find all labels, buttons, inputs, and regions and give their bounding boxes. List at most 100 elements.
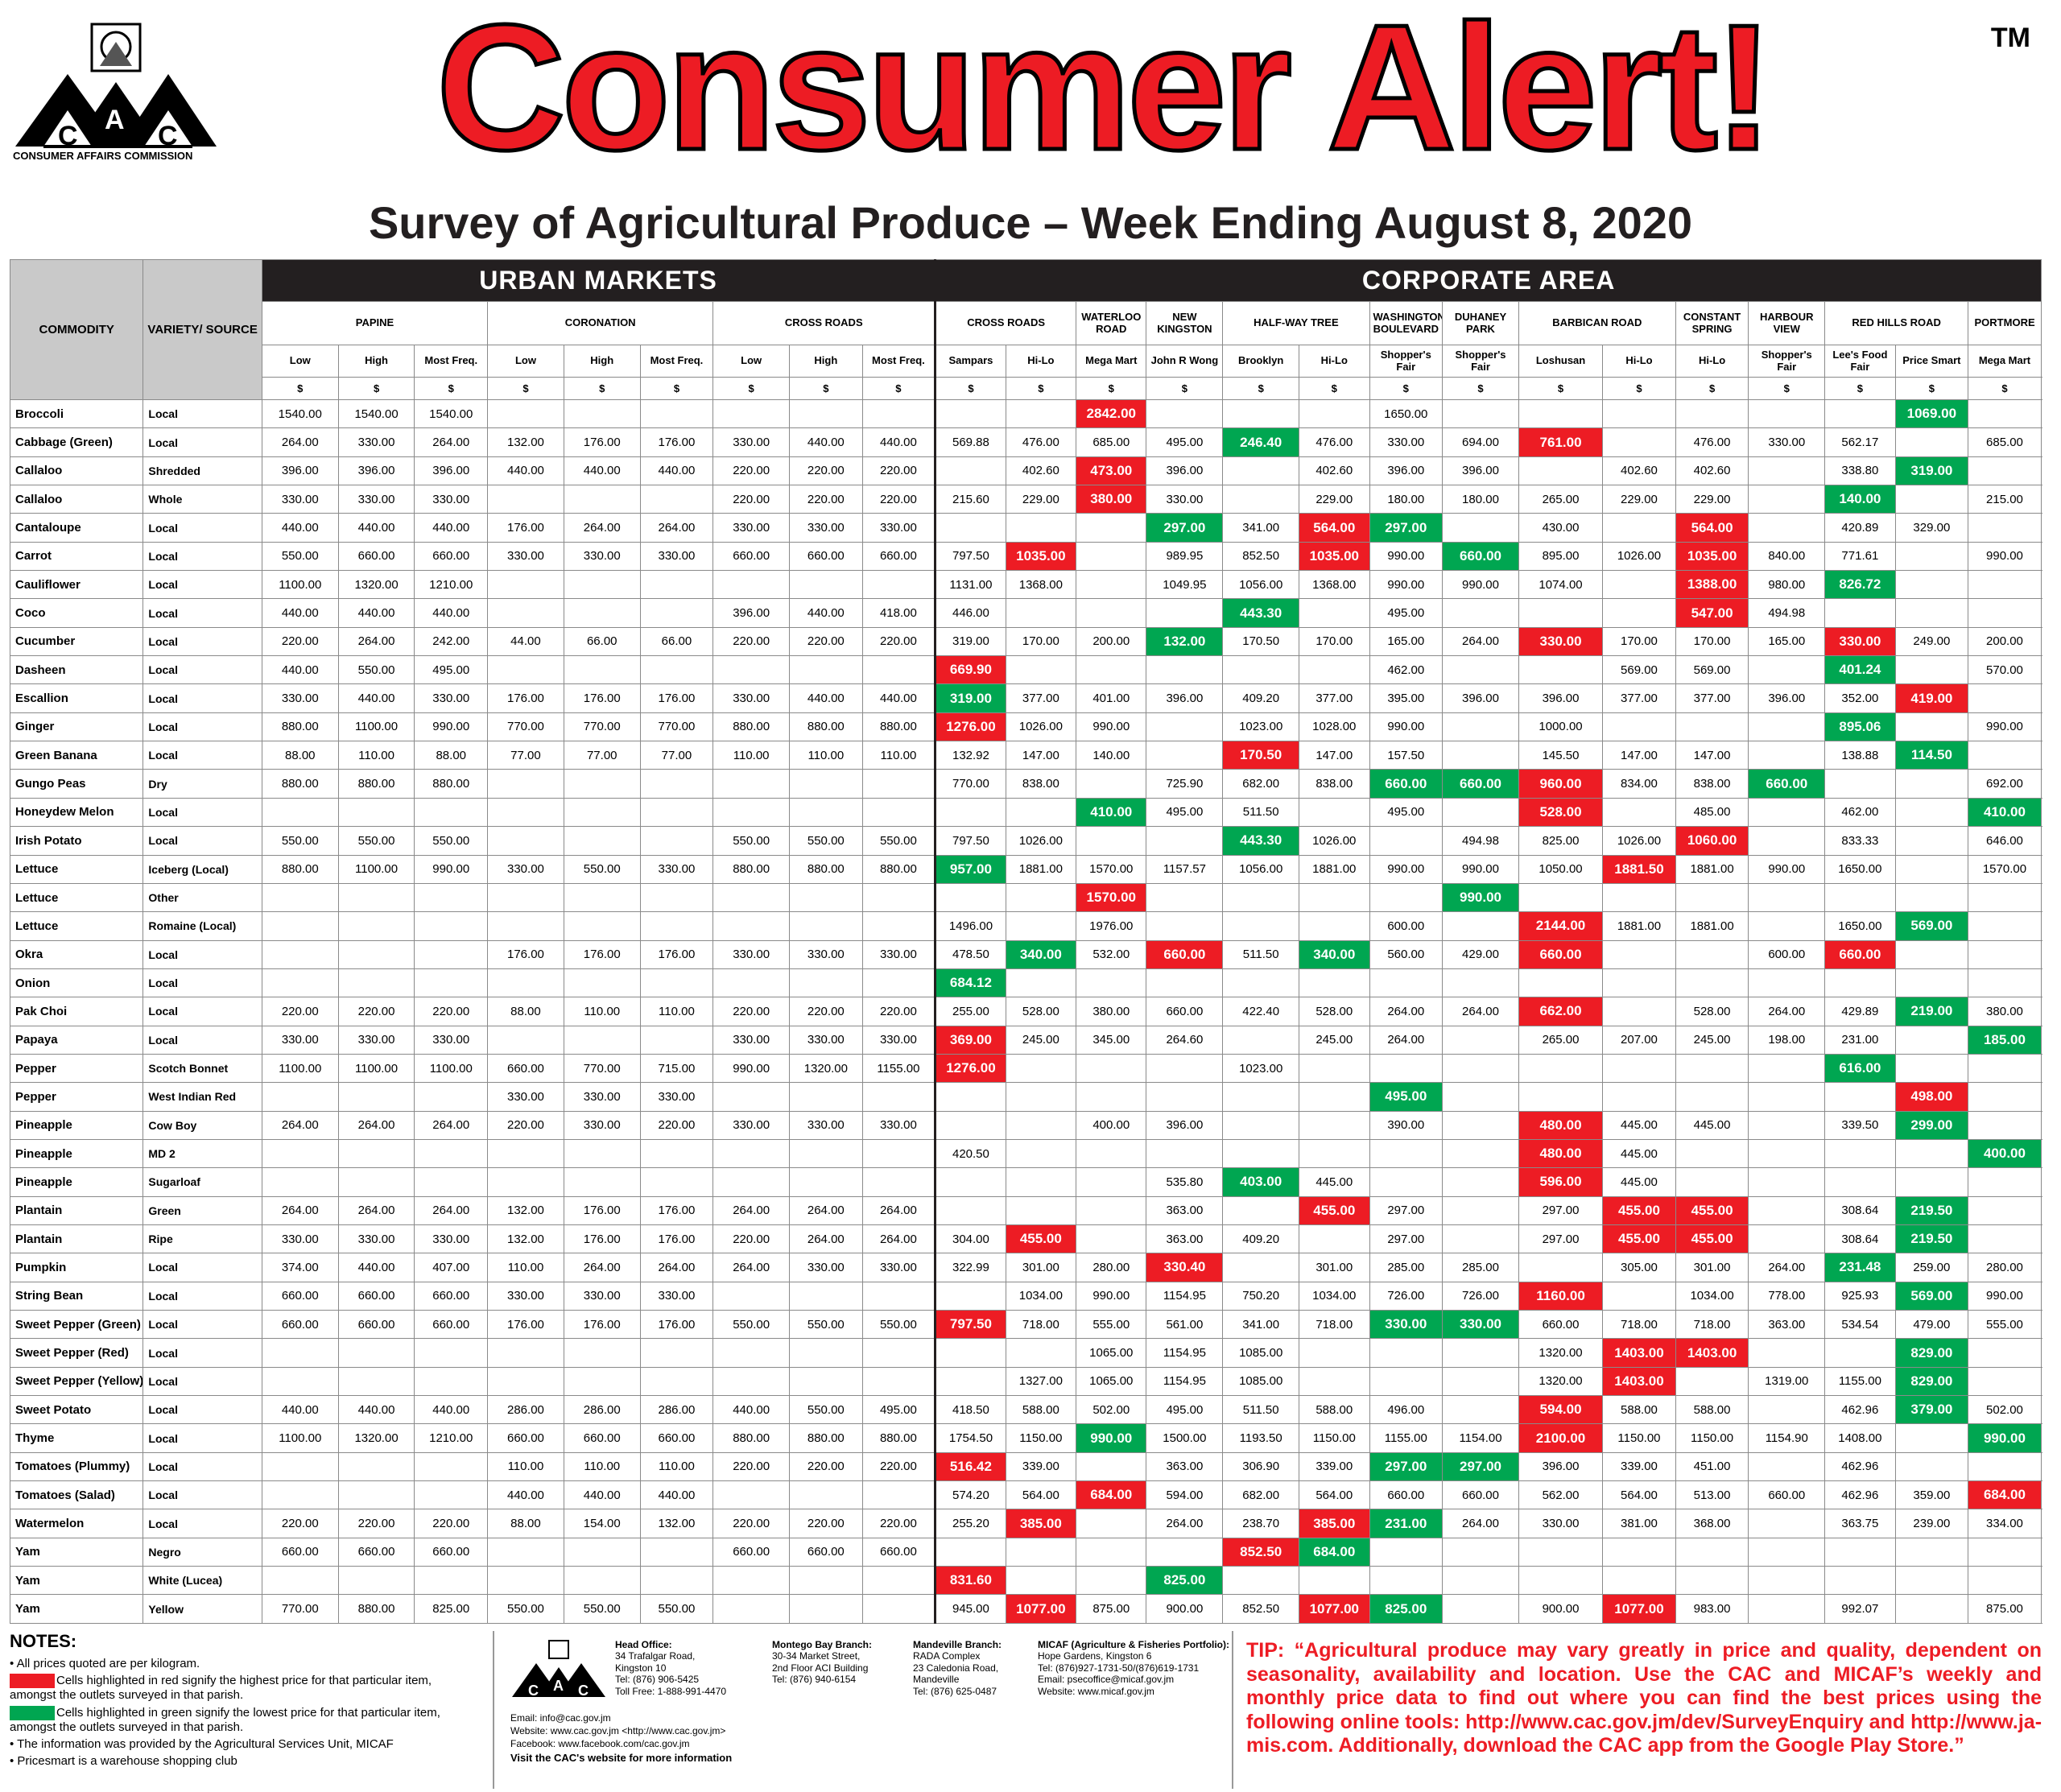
price-cell [1894,1423,1969,1453]
price-cell [1748,1110,1826,1140]
price-cell: 669.90 [934,655,1006,685]
price-cell: 838.00 [1299,769,1370,799]
variety-cell: White (Lucea) [142,1566,262,1596]
price-cell [1146,826,1224,856]
price-cell [1748,1395,1826,1425]
price-cell [1005,1566,1077,1596]
price-cell: 990.00 [712,1053,791,1084]
price-cell: 440.00 [414,1395,489,1425]
price-cell: 390.00 [1369,1110,1444,1140]
price-cell [712,1082,791,1112]
price-cell [1968,513,2042,543]
price-cell: 377.00 [1602,683,1676,713]
price-cell: 718.00 [1602,1309,1676,1340]
contacts-panel: C A C Head Office: 34 Trafalgar Road, King… [493,1631,1233,1789]
price-cell: 511.50 [1222,797,1300,828]
price-cell: 229.00 [1675,485,1749,514]
price-cell [414,911,489,941]
svg-text:CONSUMER AFFAIRS COMMISSION: CONSUMER AFFAIRS COMMISSION [13,150,192,162]
website-link[interactable]: Website: www.cac.gov.jm <http://www.cac.… [510,1725,726,1737]
price-cell [639,598,714,628]
variety-cell: Local [142,997,262,1026]
price-cell [487,1025,564,1055]
price-cell [563,570,641,600]
table-row: Broccoli Local 1540.00 1540.00 1540.00 2842.0… [9,398,2042,429]
price-cell: 110.00 [789,741,863,770]
price-cell [1602,598,1676,628]
table-row: Escallion Local 330.00 440.00 330.00 176.00 17… [9,683,2042,713]
price-cell: 440.00 [261,1395,339,1425]
table-row: Pepper West Indian Red 330.00 330.00 330.00 4… [9,1082,2042,1112]
price-cell: 880.00 [861,854,936,884]
price-cell [1518,598,1604,628]
price-cell [934,1281,1006,1311]
price-cell: 588.00 [1602,1395,1676,1425]
price-cell [563,826,641,856]
price-cell: 1500.00 [1146,1423,1224,1453]
price-cell [934,398,1006,429]
price-cell [1299,598,1370,628]
price-cell [1602,882,1676,913]
commodity-cell: Watermelon [9,1509,144,1538]
price-cell [1299,1138,1370,1169]
variety-cell: Sugarloaf [142,1167,262,1197]
price-cell [1748,1082,1826,1112]
outlet-header: High [563,345,641,378]
price-cell: 992.07 [1824,1594,1896,1624]
price-cell: 495.00 [1146,797,1224,828]
price-cell: 1065.00 [1076,1366,1147,1397]
outlet-header: Low [261,345,339,378]
price-cell: 176.00 [563,1309,641,1340]
price-cell [337,911,415,941]
price-cell [414,1451,489,1482]
price-cell: 1155.00 [1369,1423,1444,1453]
price-cell: 219.00 [1894,997,1969,1026]
price-cell: 401.24 [1824,655,1896,685]
price-cell [639,570,714,600]
price-cell [1894,485,1969,514]
price-cell: 396.00 [1146,683,1224,713]
price-cell: 330.00 [487,541,564,572]
price-cell [1748,1053,1826,1084]
table-row: Tomatoes (Salad) Local 440.00 440.00 440.00 5… [9,1480,2042,1510]
price-cell: 600.00 [1748,939,1826,969]
price-cell: 990.00 [1076,712,1147,742]
price-cell: 564.00 [1675,513,1749,543]
price-cell: 550.00 [337,826,415,856]
price-cell: 255.20 [934,1509,1006,1538]
price-cell: 1754.50 [934,1423,1006,1453]
price-cell: 443.30 [1222,598,1300,628]
price-cell: 1026.00 [1005,826,1077,856]
price-cell [639,968,714,998]
header: C A C CONSUMER AFFAIRS COMMISSION Consum… [0,0,2061,258]
price-cell [1894,1537,1969,1567]
price-cell: 329.00 [1894,513,1969,543]
visit-text: Visit the CAC's website for more informa… [510,1751,733,1764]
price-table: COMMODITY VARIETY/ SOURCE URBAN MARKETS COR… [9,259,2042,1624]
price-cell: 369.00 [934,1025,1006,1055]
market-header: NEW KINGSTON [1146,301,1224,345]
outlet-header: Shopper's Fair [1748,345,1826,378]
facebook-link[interactable]: Facebook: www.facebook.com/cac.gov.jm [510,1738,690,1750]
price-cell [487,1366,564,1397]
price-cell [639,1566,714,1596]
price-cell: 368.00 [1675,1509,1749,1538]
email-link[interactable]: Email: info@cac.gov.jm [510,1712,611,1724]
price-cell [1518,1253,1604,1282]
price-cell [1968,1167,2042,1197]
price-cell: 297.00 [1369,1451,1444,1482]
price-cell [487,968,564,998]
price-cell: 429.89 [1824,997,1896,1026]
price-cell [1299,1110,1370,1140]
price-cell: 1276.00 [934,1053,1006,1084]
price-cell [934,456,1006,486]
price-cell: 220.00 [414,997,489,1026]
price-cell [1602,712,1676,742]
price-cell [1222,398,1300,429]
price-cell: 957.00 [934,854,1006,884]
price-cell [1518,1537,1604,1567]
price-cell [712,797,791,828]
price-cell: 715.00 [639,1053,714,1084]
price-cell [639,769,714,799]
commodity-header: COMMODITY [9,259,144,400]
